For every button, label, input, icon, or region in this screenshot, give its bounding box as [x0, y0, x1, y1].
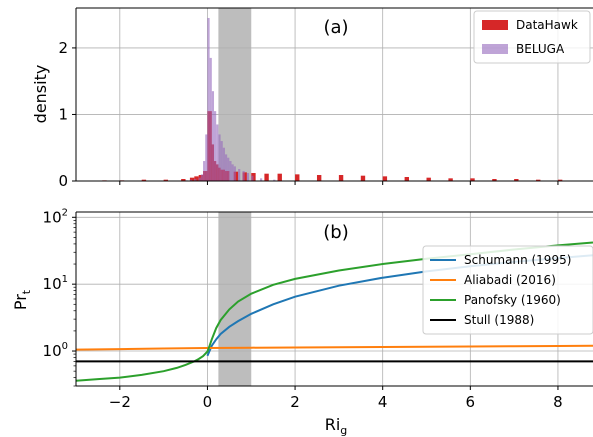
x-tick-label: 0	[203, 393, 213, 411]
histogram-bar	[382, 176, 388, 181]
histogram-bar	[163, 179, 169, 181]
histogram-bar	[260, 178, 263, 181]
histogram-bar	[277, 173, 282, 181]
y-tick-base: 10	[43, 208, 62, 226]
series-line	[75, 241, 593, 382]
panel-b-ylabel: Prt	[11, 289, 33, 310]
x-tick-label: 6	[466, 393, 476, 411]
legend-label: Panofsky (1960)	[464, 293, 561, 307]
histogram-bar	[198, 177, 201, 181]
y-tick-base: 10	[43, 275, 62, 293]
histogram-bar	[251, 175, 254, 181]
y-tick-exponent: 1	[62, 274, 68, 285]
panel-b-ylabel-base: Pr	[11, 294, 30, 310]
x-tick-label: −2	[109, 393, 131, 411]
panel-a-ylabel: density	[31, 65, 50, 124]
histogram-bar	[189, 179, 193, 181]
histogram-bar	[205, 134, 208, 181]
histogram-bar	[194, 176, 199, 181]
shaded-band-rect	[218, 212, 252, 386]
histogram-bar	[181, 179, 186, 181]
legend-swatch	[482, 44, 508, 54]
histogram-bar	[360, 175, 366, 181]
histogram-bar	[295, 174, 300, 181]
x-tick-label: 8	[553, 393, 563, 411]
legend-frame	[422, 245, 593, 335]
histogram-bar	[211, 91, 215, 181]
histogram-bar	[338, 175, 344, 181]
panel-b-xlabel-base: Ri	[325, 415, 341, 434]
histogram-bar	[264, 173, 269, 181]
histogram-bar	[316, 175, 322, 181]
histogram-bar	[426, 177, 431, 181]
legend-label: Stull (1988)	[464, 313, 534, 327]
histogram-bar	[216, 124, 219, 181]
y-tick-label: 2	[58, 39, 68, 57]
panel-b-xlabel: Rig	[325, 415, 348, 437]
legend-label: Schumann (1995)	[464, 253, 571, 267]
histogram-bar	[222, 147, 225, 181]
histogram-bar	[189, 177, 195, 181]
histogram-bar	[209, 57, 212, 181]
y-tick-base: 10	[43, 342, 62, 360]
y-tick-exponent: 2	[62, 207, 68, 218]
histogram-bar	[514, 179, 519, 181]
histogram-bar	[229, 161, 232, 181]
legend-label: Aliabadi (2016)	[464, 273, 556, 287]
histogram-bar	[246, 173, 250, 181]
histogram-bar	[273, 179, 276, 181]
y-tick-exponent: 0	[62, 341, 68, 352]
histogram-bar	[227, 157, 230, 181]
histogram-bar	[238, 169, 241, 181]
histogram-bar	[220, 141, 223, 181]
histogram-bar	[448, 178, 453, 181]
y-tick-label: 100	[43, 341, 68, 360]
y-tick-label: 0	[58, 172, 68, 190]
histogram-bar	[214, 111, 217, 181]
histogram-bar	[203, 161, 206, 181]
histogram-bar	[536, 179, 541, 181]
histogram-bar	[557, 179, 563, 181]
x-tick-label: 2	[290, 393, 300, 411]
panel-b-shaded-band	[218, 212, 252, 386]
histogram-bar	[141, 179, 147, 181]
panel-b-ylabel-sub: t	[20, 289, 33, 294]
panel-a-axes	[75, 7, 593, 182]
histogram-bar	[200, 174, 204, 181]
histogram-bar	[470, 178, 475, 181]
histogram-bar	[242, 171, 245, 181]
histogram-bar	[233, 166, 236, 181]
histogram-bar	[231, 164, 234, 181]
legend-label: DataHawk	[516, 18, 578, 32]
histogram-bar	[224, 154, 228, 181]
series-line	[75, 344, 593, 351]
histogram-bar	[194, 179, 197, 181]
panel-b-label: (b)	[323, 222, 348, 243]
y-tick-label: 101	[43, 274, 68, 293]
x-tick-label: 4	[378, 393, 388, 411]
panel-a-bars	[102, 17, 563, 181]
panel-a: 0 1 2 density (a) DataHawk BELUGA	[31, 7, 593, 190]
y-tick-label: 102	[43, 207, 68, 226]
histogram-bar	[207, 17, 210, 181]
legend-swatch	[482, 20, 508, 30]
panel-a-ticks: 0 1 2	[58, 39, 559, 190]
histogram-bar	[404, 177, 409, 181]
legend-label: BELUGA	[516, 42, 565, 56]
panel-b-legend: Schumann (1995) Aliabadi (2016) Panofsky (…	[422, 245, 593, 335]
y-tick-label: 1	[58, 105, 68, 123]
histogram-bar	[242, 172, 247, 181]
histogram-bar	[218, 134, 221, 181]
panel-b-xlabel-sub: g	[340, 424, 347, 437]
panel-a-legend: DataHawk BELUGA	[473, 10, 591, 64]
histogram-bar	[492, 179, 497, 181]
panel-a-label: (a)	[323, 17, 348, 38]
